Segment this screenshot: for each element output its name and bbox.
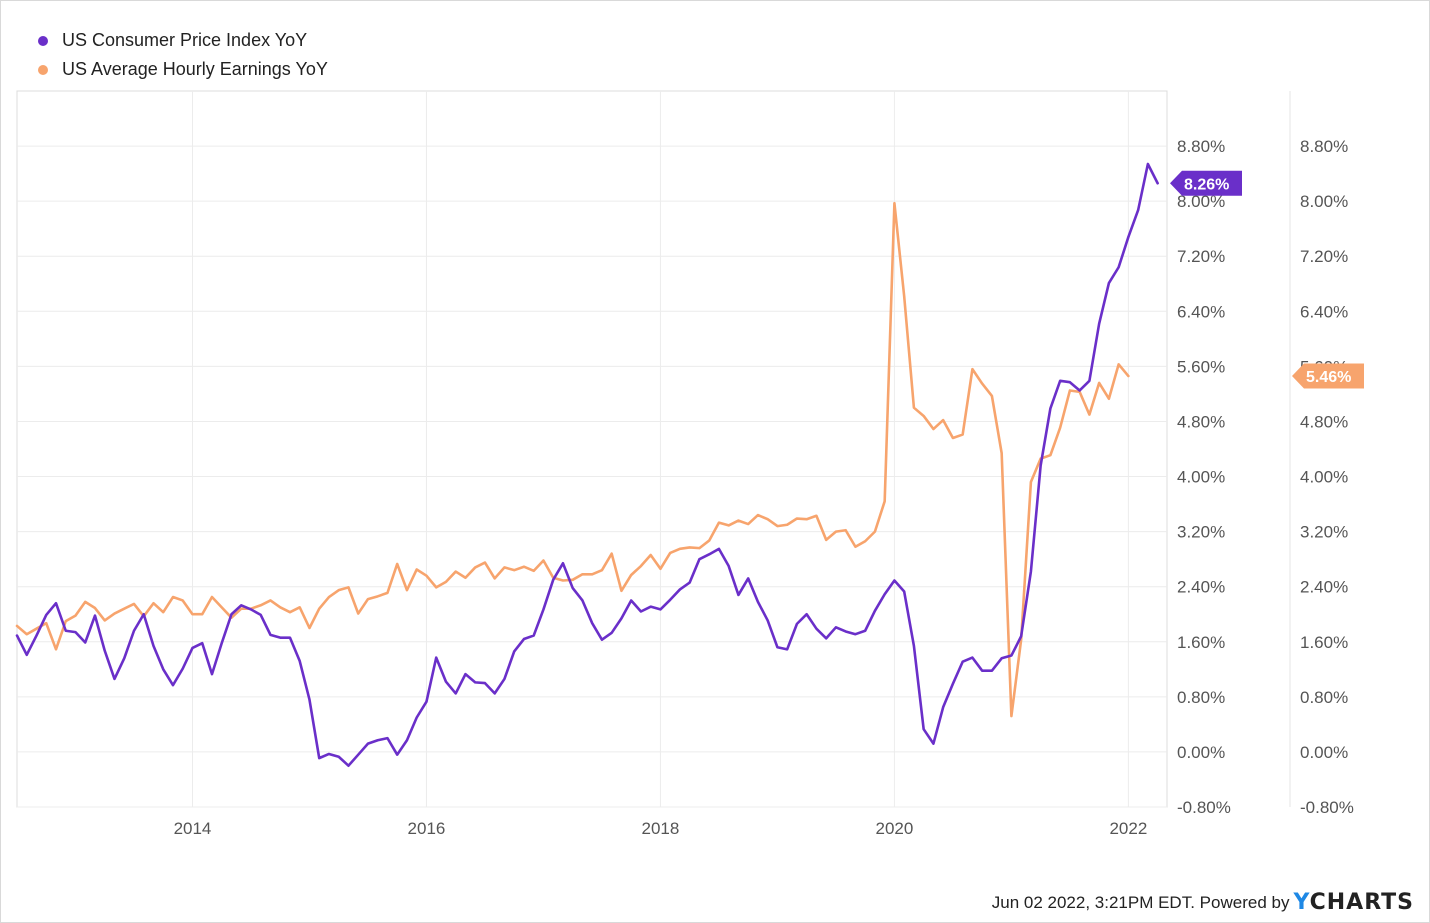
y-tick-label-left: 2.40% xyxy=(1177,578,1225,597)
y-tick-label-left: 0.00% xyxy=(1177,743,1225,762)
legend-item-cpi[interactable]: US Consumer Price Index YoY xyxy=(38,26,328,55)
last-value-flag-cpi xyxy=(1170,170,1242,196)
x-tick-label: 2014 xyxy=(174,819,212,838)
footer-powered-by: Powered by xyxy=(1199,892,1290,912)
x-tick-label: 2022 xyxy=(1109,819,1147,838)
legend-item-earnings[interactable]: US Average Hourly Earnings YoY xyxy=(38,55,328,84)
y-tick-label-right: 1.60% xyxy=(1300,633,1348,652)
x-tick-label: 2018 xyxy=(642,819,680,838)
y-tick-label-left: 4.80% xyxy=(1177,412,1225,431)
y-tick-label-right: 4.80% xyxy=(1300,412,1348,431)
y-tick-label-left: 3.20% xyxy=(1177,523,1225,542)
series-line-cpi xyxy=(15,162,1159,767)
series-line-earnings xyxy=(15,201,1130,718)
y-tick-label-right: 6.40% xyxy=(1300,302,1348,321)
y-tick-label-right: 8.00% xyxy=(1300,192,1348,211)
last-value-flag-earnings xyxy=(1292,363,1364,389)
plot-area xyxy=(16,90,1168,808)
legend: US Consumer Price Index YoY US Average H… xyxy=(38,26,328,84)
last-value-label-earnings: 5.46% xyxy=(1306,369,1351,386)
y-tick-label-right: 3.20% xyxy=(1300,523,1348,542)
x-tick-label: 2020 xyxy=(876,819,914,838)
y-tick-label-right: -0.80% xyxy=(1300,798,1354,817)
footer-timestamp: Jun 02 2022, 3:21PM EDT. xyxy=(991,892,1195,912)
y-tick-label-left: 8.80% xyxy=(1177,137,1225,156)
y-tick-label-left: 8.00% xyxy=(1177,192,1225,211)
legend-label-cpi: US Consumer Price Index YoY xyxy=(62,30,308,50)
y-tick-label-left: 7.20% xyxy=(1177,247,1225,266)
legend-label-earnings: US Average Hourly Earnings YoY xyxy=(62,59,328,79)
legend-dot-earnings xyxy=(38,64,48,75)
y-tick-label-left: 6.40% xyxy=(1177,302,1225,321)
y-tick-label-right: 2.40% xyxy=(1300,578,1348,597)
x-tick-label: 2016 xyxy=(408,819,446,838)
y-tick-label-right: 0.00% xyxy=(1300,743,1348,762)
y-tick-label-right: 0.80% xyxy=(1300,688,1348,707)
y-tick-label-right: 7.20% xyxy=(1300,247,1348,266)
y-tick-label-left: 1.60% xyxy=(1177,633,1225,652)
y-tick-label-left: 0.80% xyxy=(1177,688,1225,707)
footer: Jun 02 2022, 3:21PM EDT. Powered by YCHA… xyxy=(992,890,1414,915)
last-value-label-cpi: 8.26% xyxy=(1184,176,1229,193)
brand-prefix: Y xyxy=(1293,890,1310,915)
y-tick-label-right: 8.80% xyxy=(1300,137,1348,156)
y-tick-label-left: 4.00% xyxy=(1177,468,1225,487)
brand-rest: CHARTS xyxy=(1309,890,1414,915)
y-tick-label-left: 5.60% xyxy=(1177,357,1225,376)
legend-dot-cpi xyxy=(38,35,48,46)
y-tick-label-left: -0.80% xyxy=(1177,798,1231,817)
y-tick-label-right: 4.00% xyxy=(1300,468,1348,487)
ycharts-logo[interactable]: YCHARTS xyxy=(1293,890,1414,915)
